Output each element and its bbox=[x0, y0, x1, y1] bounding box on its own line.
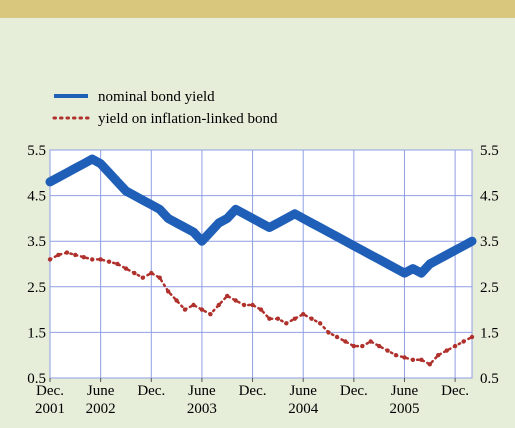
x-tick-label-year: 2005 bbox=[389, 401, 419, 417]
y-tick-label-left: 4.5 bbox=[27, 189, 46, 205]
x-tick-label-year: 2003 bbox=[187, 401, 217, 417]
y-tick-label-right: 0.5 bbox=[480, 371, 499, 387]
y-tick-label-right: 3.5 bbox=[480, 234, 499, 250]
legend-label-inflation-linked: yield on inflation-linked bond bbox=[98, 111, 278, 127]
y-tick-label-right: 2.5 bbox=[480, 280, 499, 296]
plot-area: 0.5 0.5 1.5 1.5 2.5 2.5 3.5 3.5 4.5 4.5 5.5 5.5 Dec.… bbox=[27, 143, 499, 417]
y-tick-label-left: 0.5 bbox=[27, 371, 46, 387]
x-tick-label-year: 2004 bbox=[288, 401, 319, 417]
x-tick-label-month: Dec. bbox=[137, 383, 165, 399]
y-tick-label-left: 3.5 bbox=[27, 234, 46, 250]
y-tick-label-right: 5.5 bbox=[480, 143, 499, 159]
y-tick-label-right: 4.5 bbox=[480, 189, 499, 205]
x-tick-label-month: Dec. bbox=[441, 383, 469, 399]
series-line-inflation-linked bbox=[48, 251, 474, 366]
x-tick-label-month: Dec. bbox=[36, 383, 64, 399]
y-tick-label-left: 5.5 bbox=[27, 143, 46, 159]
legend-label-nominal: nominal bond yield bbox=[98, 89, 215, 105]
x-tick-label-month: June bbox=[289, 383, 317, 399]
x-tick-label-month: Dec. bbox=[239, 383, 267, 399]
x-tick-label-month: June bbox=[391, 383, 419, 399]
header-band bbox=[0, 0, 515, 18]
y-tick-label-right: 1.5 bbox=[480, 325, 499, 341]
x-tick-label-month: Dec. bbox=[340, 383, 368, 399]
x-tick-label-year: 2001 bbox=[35, 401, 65, 417]
x-tick-label-month: June bbox=[87, 383, 115, 399]
x-tick-label-year: 2002 bbox=[86, 401, 116, 417]
legend: nominal bond yield yield on inflation-li… bbox=[52, 89, 278, 127]
y-tick-label-left: 1.5 bbox=[27, 325, 46, 341]
series-line-nominal-bond-yield bbox=[45, 154, 477, 278]
x-tick-label-month: June bbox=[188, 383, 216, 399]
y-tick-label-left: 2.5 bbox=[27, 280, 46, 296]
